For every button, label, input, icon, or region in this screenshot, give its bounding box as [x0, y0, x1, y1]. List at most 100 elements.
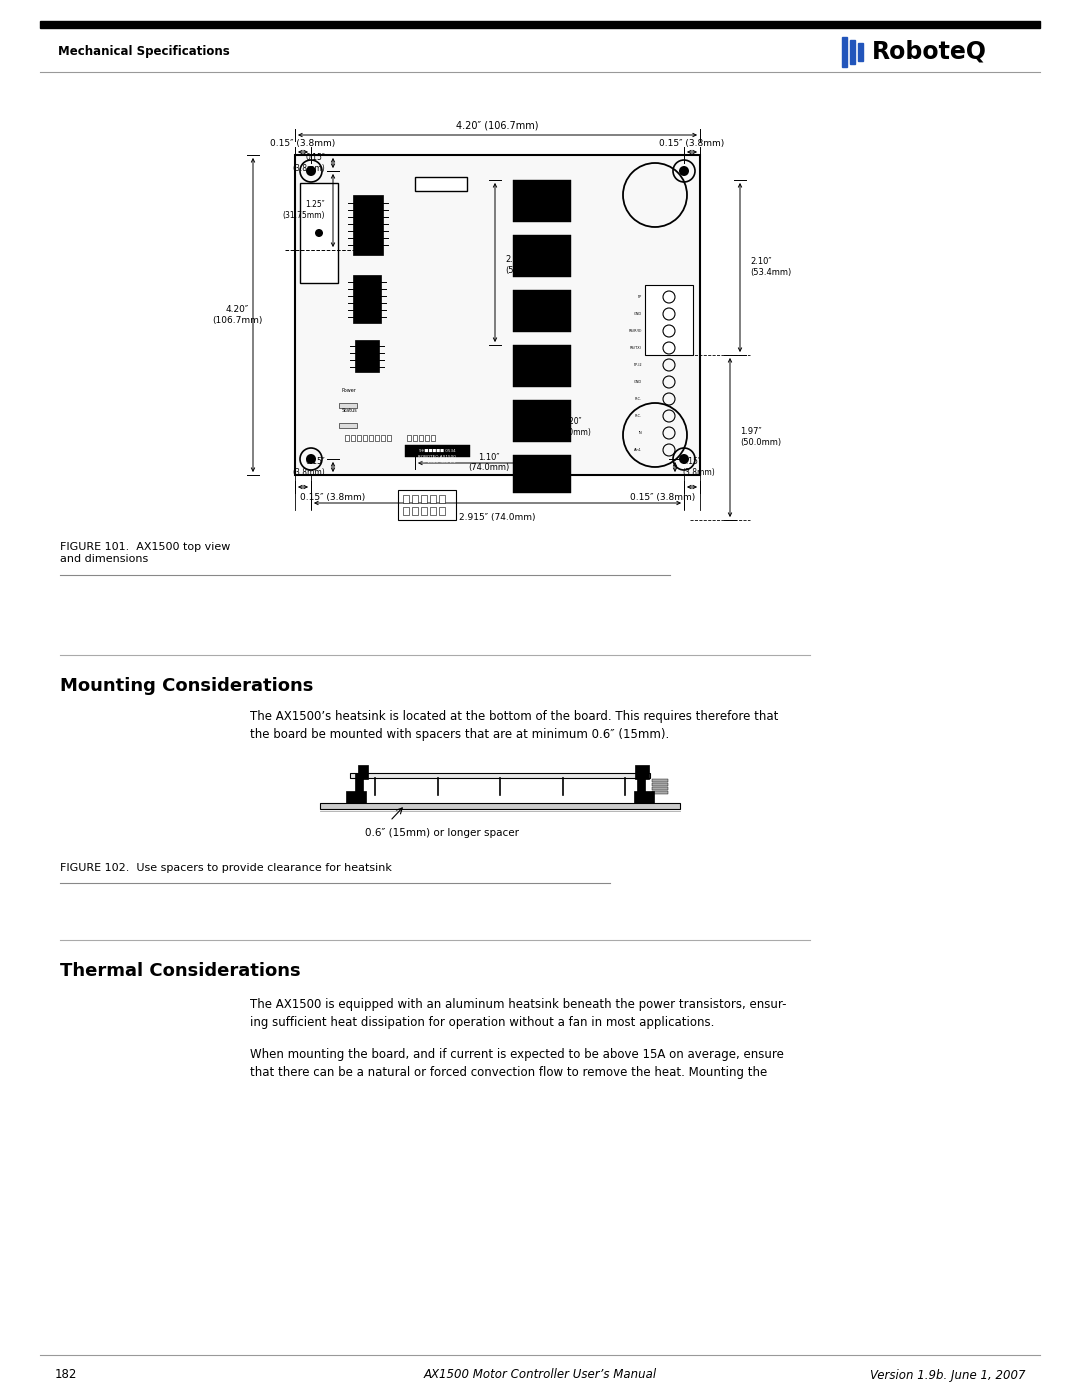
Bar — [413, 434, 417, 441]
Bar — [355, 339, 379, 372]
Bar — [513, 180, 571, 222]
Text: FIGURE 102.  Use spacers to provide clearance for heatsink: FIGURE 102. Use spacers to provide clear… — [60, 863, 392, 873]
Bar — [426, 434, 429, 441]
Bar — [357, 766, 368, 780]
Text: FIGURE 101.  AX1500 top view
and dimensions: FIGURE 101. AX1500 top view and dimensio… — [60, 542, 230, 563]
Bar — [438, 507, 445, 515]
Text: Status: Status — [342, 408, 357, 414]
Text: 0.6″ (15mm) or longer spacer: 0.6″ (15mm) or longer spacer — [365, 828, 519, 838]
Text: 2.00″
(50.8mm): 2.00″ (50.8mm) — [505, 256, 546, 275]
Bar — [411, 495, 418, 503]
Bar — [858, 43, 863, 61]
Bar — [300, 183, 338, 284]
Text: I/P: I/P — [638, 295, 642, 299]
Bar — [652, 791, 669, 793]
Bar — [635, 766, 649, 780]
Bar — [652, 780, 669, 782]
Text: the board be mounted with spacers that are at minimum 0.6″ (15mm).: the board be mounted with spacers that a… — [249, 728, 670, 740]
Text: 1.10″
(74.0mm): 1.10″ (74.0mm) — [469, 453, 510, 472]
Circle shape — [679, 166, 689, 176]
Bar — [652, 782, 669, 787]
Text: RS(R/X): RS(R/X) — [629, 330, 642, 332]
Bar — [430, 507, 436, 515]
Bar — [637, 773, 645, 795]
Bar — [399, 490, 456, 520]
Bar — [513, 345, 571, 387]
Bar — [421, 495, 427, 503]
Bar — [513, 455, 571, 493]
Text: Version 1.9b. June 1, 2007: Version 1.9b. June 1, 2007 — [869, 1369, 1025, 1382]
Text: 182: 182 — [55, 1369, 78, 1382]
Bar — [513, 291, 571, 332]
Text: When mounting the board, and if current is expected to be above 15A on average, : When mounting the board, and if current … — [249, 1048, 784, 1060]
Text: ing sufficient heat dissipation for operation without a fan in most applications: ing sufficient heat dissipation for oper… — [249, 1016, 714, 1030]
Bar — [411, 507, 418, 515]
Bar — [430, 495, 436, 503]
Text: RS(TX): RS(TX) — [630, 346, 642, 351]
Text: Mechanical Specifications: Mechanical Specifications — [58, 46, 230, 59]
Bar — [345, 434, 349, 441]
Bar — [387, 434, 391, 441]
Text: 0.15″
(3.8mm): 0.15″ (3.8mm) — [293, 154, 325, 173]
Bar — [320, 803, 680, 809]
Text: 2.10″
(53.4mm): 2.10″ (53.4mm) — [750, 257, 792, 277]
Bar — [350, 773, 650, 778]
Text: 0.120″
(3.0mm): 0.120″ (3.0mm) — [558, 418, 591, 437]
Bar — [513, 400, 571, 441]
Text: R.C.: R.C. — [635, 414, 642, 418]
Bar — [346, 791, 366, 803]
Bar — [339, 423, 357, 427]
Circle shape — [679, 454, 689, 464]
Text: The AX1500 is equipped with an aluminum heatsink beneath the power transistors, : The AX1500 is equipped with an aluminum … — [249, 997, 786, 1011]
Text: GND: GND — [634, 312, 642, 316]
Bar — [339, 402, 357, 408]
Bar — [363, 434, 367, 441]
Bar — [415, 177, 467, 191]
Bar — [419, 434, 423, 441]
Bar — [403, 507, 409, 515]
Text: I/P-I2: I/P-I2 — [633, 363, 642, 367]
Circle shape — [306, 166, 316, 176]
Bar — [652, 787, 669, 789]
Bar — [438, 495, 445, 503]
Text: 1.25″
(31.75mm): 1.25″ (31.75mm) — [283, 200, 325, 219]
Text: 9H■■■■■ 0534: 9H■■■■■ 0534 — [419, 448, 456, 453]
Bar — [405, 446, 470, 457]
Text: 0.15″
(3.8mm): 0.15″ (3.8mm) — [293, 457, 325, 476]
Text: Mounting Considerations: Mounting Considerations — [60, 678, 313, 694]
Bar — [355, 773, 363, 795]
Text: Thermal Considerations: Thermal Considerations — [60, 963, 300, 981]
Text: 0.15″ (3.8mm): 0.15″ (3.8mm) — [660, 138, 725, 148]
Text: GND: GND — [634, 380, 642, 384]
Bar — [634, 791, 654, 803]
Bar — [850, 41, 855, 64]
Circle shape — [315, 229, 323, 237]
Text: IN: IN — [638, 432, 642, 434]
Text: 4.20″
(106.7mm): 4.20″ (106.7mm) — [212, 306, 262, 324]
Text: AX1500 Motor Controller User’s Manual: AX1500 Motor Controller User’s Manual — [423, 1369, 657, 1382]
Text: ©© 2005  Rev 1.2: ©© 2005 Rev 1.2 — [418, 460, 456, 464]
Text: 0.15″
(3.8mm): 0.15″ (3.8mm) — [681, 457, 715, 476]
Bar — [513, 235, 571, 277]
Bar — [40, 21, 1040, 28]
Bar — [403, 495, 409, 503]
Bar — [351, 434, 355, 441]
Text: Power: Power — [342, 388, 356, 393]
Bar — [353, 196, 383, 256]
Text: that there can be a natural or forced convection flow to remove the heat. Mounti: that there can be a natural or forced co… — [249, 1066, 767, 1078]
Text: ROBOTEQ AX1500: ROBOTEQ AX1500 — [418, 455, 456, 460]
Bar — [842, 36, 847, 67]
Bar — [369, 434, 373, 441]
Text: R.C.: R.C. — [635, 397, 642, 401]
Text: 0.15″ (3.8mm): 0.15″ (3.8mm) — [300, 493, 365, 502]
Text: RoboteQ: RoboteQ — [872, 41, 987, 64]
Bar — [357, 434, 361, 441]
Bar — [645, 285, 693, 355]
Text: AIn1: AIn1 — [634, 448, 642, 453]
Text: 2.915″ (74.0mm): 2.915″ (74.0mm) — [459, 513, 536, 522]
Bar — [375, 434, 379, 441]
Text: 1.97″
(50.0mm): 1.97″ (50.0mm) — [740, 427, 781, 447]
Bar — [353, 275, 381, 323]
Text: 0.15″ (3.8mm): 0.15″ (3.8mm) — [630, 493, 696, 502]
Text: 0.15″ (3.8mm): 0.15″ (3.8mm) — [270, 138, 336, 148]
